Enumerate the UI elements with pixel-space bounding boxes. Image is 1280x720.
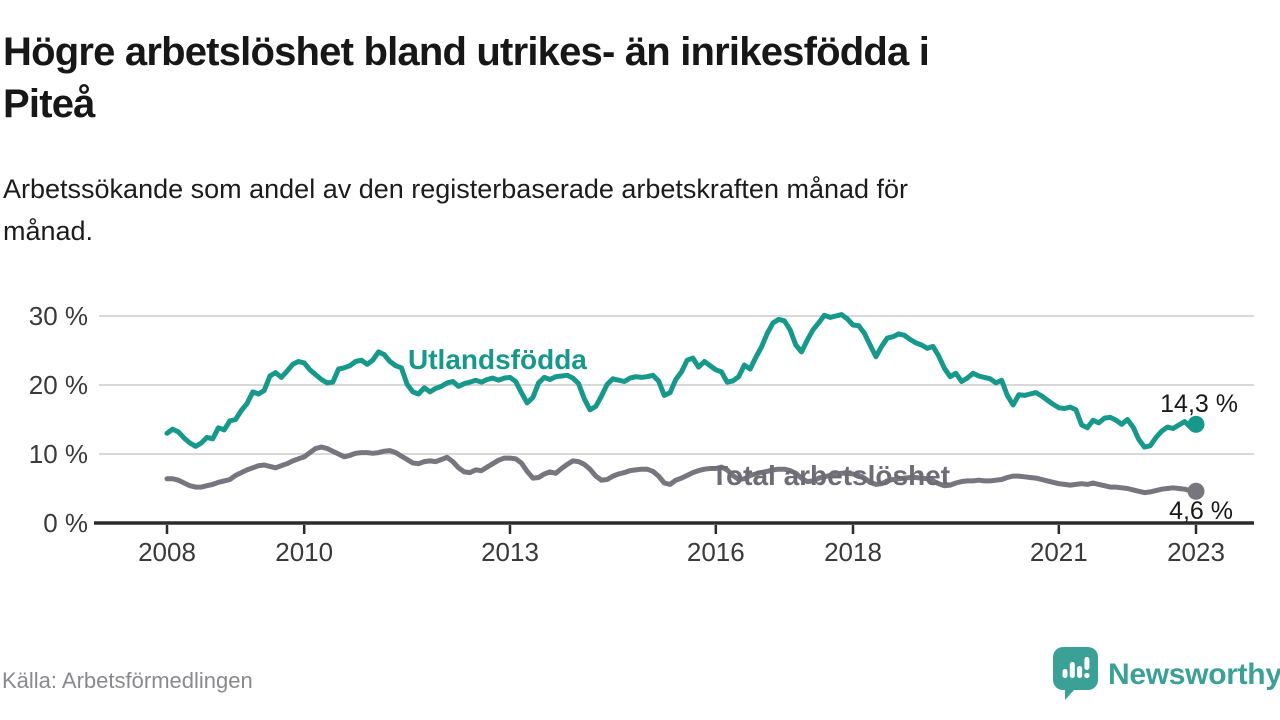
- chart-subtitle-line1: Arbetssökande som andel av den registerb…: [3, 174, 909, 204]
- x-axis-tick-label: 2010: [275, 537, 334, 567]
- chart-subtitle: Arbetssökande som andel av den registerb…: [3, 168, 1243, 252]
- newsworthy-logo: Newsworthy: [1053, 647, 1280, 702]
- x-axis-tick-label: 2013: [481, 537, 539, 567]
- newsworthy-logo-text: Newsworthy: [1108, 657, 1280, 691]
- y-axis-tick-label: 10 %: [28, 439, 88, 469]
- x-axis-tick-label: 2021: [1029, 537, 1088, 567]
- end-value-label-total: 4,6 %: [1169, 497, 1233, 525]
- x-axis-tick-label: 2018: [824, 537, 882, 567]
- y-axis-tick-label: 20 %: [28, 370, 88, 400]
- series-label-utlandsfodda: Utlandsfödda: [408, 344, 587, 375]
- y-axis-tick-label: 30 %: [28, 301, 88, 331]
- x-axis-tick-label: 2008: [138, 537, 196, 567]
- chart-title-line2: Piteå: [3, 82, 95, 126]
- end-value-label-utlandsfodda: 14,3 %: [1160, 390, 1238, 418]
- x-axis-tick-label: 2023: [1167, 537, 1225, 567]
- y-axis-tick-label: 0 %: [43, 508, 88, 538]
- source-text: Källa: Arbetsförmedlingen: [2, 668, 253, 693]
- x-axis-tick-label: 2016: [686, 537, 745, 567]
- chart-title-line1: Högre arbetslöshet bland utrikes- än inr…: [3, 30, 930, 74]
- series-line-utlandsfodda: [164, 312, 1199, 450]
- series-label-total-arbetsloshet: Total arbetslöshet: [711, 460, 951, 491]
- chart-title: Högre arbetslöshet bland utrikes- än inr…: [3, 26, 1243, 130]
- newsworthy-bubble-chart-icon: [1053, 647, 1098, 700]
- series-line-total: [164, 444, 1199, 496]
- chart-subtitle-line2: månad.: [3, 216, 94, 246]
